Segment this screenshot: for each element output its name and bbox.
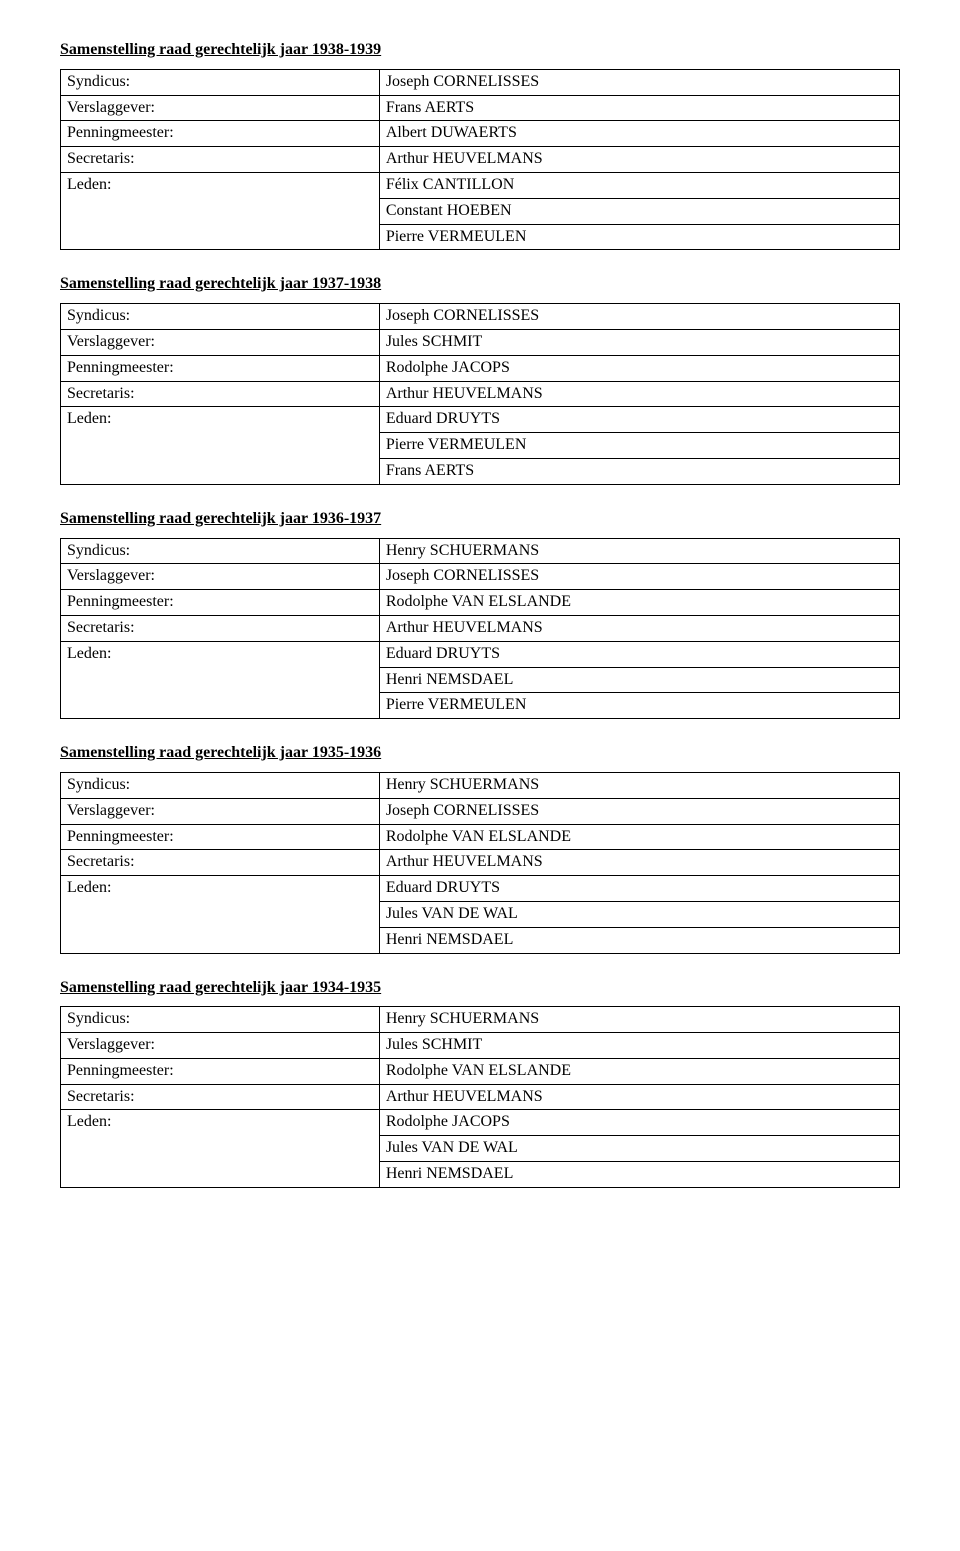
value-cell: Jules SCHMIT — [379, 1033, 899, 1059]
roster-table: Syndicus:Henry SCHUERMANSVerslaggever:Ju… — [60, 1006, 900, 1188]
table-row: Syndicus:Henry SCHUERMANS — [61, 538, 900, 564]
role-cell: Verslaggever: — [61, 1033, 380, 1059]
value-cell: Henri NEMSDAEL — [379, 667, 899, 693]
role-cell: Penningmeester: — [61, 590, 380, 616]
value-cell: Frans AERTS — [379, 95, 899, 121]
roster-table: Syndicus:Joseph CORNELISSESVerslaggever:… — [60, 303, 900, 485]
value-cell: Eduard DRUYTS — [379, 641, 899, 667]
table-row: Verslaggever:Joseph CORNELISSES — [61, 564, 900, 590]
role-cell: Leden: — [61, 641, 380, 718]
value-cell: Jules VAN DE WAL — [379, 901, 899, 927]
role-cell: Leden: — [61, 1110, 380, 1187]
table-row: Verslaggever:Jules SCHMIT — [61, 329, 900, 355]
role-cell: Syndicus: — [61, 1007, 380, 1033]
value-cell: Joseph CORNELISSES — [379, 304, 899, 330]
role-cell: Penningmeester: — [61, 824, 380, 850]
table-row: Syndicus:Joseph CORNELISSES — [61, 304, 900, 330]
value-cell: Pierre VERMEULEN — [379, 693, 899, 719]
value-cell: Albert DUWAERTS — [379, 121, 899, 147]
value-cell: Henri NEMSDAEL — [379, 1162, 899, 1188]
value-cell: Arthur HEUVELMANS — [379, 615, 899, 641]
value-cell: Arthur HEUVELMANS — [379, 147, 899, 173]
table-row: Leden:Félix CANTILLON — [61, 172, 900, 198]
role-cell: Syndicus: — [61, 69, 380, 95]
value-cell: Rodolphe JACOPS — [379, 355, 899, 381]
role-cell: Leden: — [61, 407, 380, 484]
table-row: Syndicus:Henry SCHUERMANS — [61, 772, 900, 798]
table-row: Penningmeester:Rodolphe VAN ELSLANDE — [61, 824, 900, 850]
value-cell: Pierre VERMEULEN — [379, 224, 899, 250]
value-cell: Henri NEMSDAEL — [379, 927, 899, 953]
role-cell: Secretaris: — [61, 615, 380, 641]
table-row: Secretaris:Arthur HEUVELMANS — [61, 1084, 900, 1110]
table-row: Verslaggever:Joseph CORNELISSES — [61, 798, 900, 824]
table-row: Penningmeester:Rodolphe VAN ELSLANDE — [61, 590, 900, 616]
value-cell: Frans AERTS — [379, 458, 899, 484]
role-cell: Verslaggever: — [61, 329, 380, 355]
table-row: Penningmeester:Rodolphe VAN ELSLANDE — [61, 1058, 900, 1084]
role-cell: Secretaris: — [61, 850, 380, 876]
table-row: Leden:Eduard DRUYTS — [61, 876, 900, 902]
table-row: Syndicus:Henry SCHUERMANS — [61, 1007, 900, 1033]
section-title: Samenstelling raad gerechtelijk jaar 193… — [60, 509, 900, 530]
value-cell: Eduard DRUYTS — [379, 876, 899, 902]
value-cell: Rodolphe VAN ELSLANDE — [379, 824, 899, 850]
table-row: Secretaris:Arthur HEUVELMANS — [61, 381, 900, 407]
section-title: Samenstelling raad gerechtelijk jaar 193… — [60, 40, 900, 61]
role-cell: Secretaris: — [61, 381, 380, 407]
value-cell: Jules SCHMIT — [379, 329, 899, 355]
role-cell: Leden: — [61, 172, 380, 249]
roster-table: Syndicus:Henry SCHUERMANSVerslaggever:Jo… — [60, 772, 900, 954]
value-cell: Joseph CORNELISSES — [379, 69, 899, 95]
role-cell: Syndicus: — [61, 538, 380, 564]
value-cell: Henry SCHUERMANS — [379, 772, 899, 798]
section-title: Samenstelling raad gerechtelijk jaar 193… — [60, 274, 900, 295]
role-cell: Penningmeester: — [61, 1058, 380, 1084]
table-row: Syndicus:Joseph CORNELISSES — [61, 69, 900, 95]
value-cell: Henry SCHUERMANS — [379, 1007, 899, 1033]
table-row: Penningmeester:Albert DUWAERTS — [61, 121, 900, 147]
section-title: Samenstelling raad gerechtelijk jaar 193… — [60, 743, 900, 764]
role-cell: Secretaris: — [61, 147, 380, 173]
role-cell: Leden: — [61, 876, 380, 953]
table-row: Penningmeester:Rodolphe JACOPS — [61, 355, 900, 381]
value-cell: Joseph CORNELISSES — [379, 798, 899, 824]
document-root: Samenstelling raad gerechtelijk jaar 193… — [60, 40, 900, 1188]
table-row: Verslaggever:Jules SCHMIT — [61, 1033, 900, 1059]
role-cell: Syndicus: — [61, 772, 380, 798]
table-row: Leden:Rodolphe JACOPS — [61, 1110, 900, 1136]
roster-table: Syndicus:Henry SCHUERMANSVerslaggever:Jo… — [60, 538, 900, 720]
value-cell: Henry SCHUERMANS — [379, 538, 899, 564]
table-row: Leden:Eduard DRUYTS — [61, 407, 900, 433]
role-cell: Syndicus: — [61, 304, 380, 330]
role-cell: Verslaggever: — [61, 564, 380, 590]
role-cell: Verslaggever: — [61, 95, 380, 121]
role-cell: Verslaggever: — [61, 798, 380, 824]
value-cell: Pierre VERMEULEN — [379, 433, 899, 459]
value-cell: Arthur HEUVELMANS — [379, 381, 899, 407]
role-cell: Secretaris: — [61, 1084, 380, 1110]
value-cell: Rodolphe JACOPS — [379, 1110, 899, 1136]
table-row: Secretaris:Arthur HEUVELMANS — [61, 850, 900, 876]
value-cell: Constant HOEBEN — [379, 198, 899, 224]
value-cell: Rodolphe VAN ELSLANDE — [379, 1058, 899, 1084]
value-cell: Arthur HEUVELMANS — [379, 850, 899, 876]
value-cell: Jules VAN DE WAL — [379, 1136, 899, 1162]
role-cell: Penningmeester: — [61, 121, 380, 147]
table-row: Verslaggever:Frans AERTS — [61, 95, 900, 121]
value-cell: Joseph CORNELISSES — [379, 564, 899, 590]
roster-table: Syndicus:Joseph CORNELISSESVerslaggever:… — [60, 69, 900, 251]
value-cell: Félix CANTILLON — [379, 172, 899, 198]
role-cell: Penningmeester: — [61, 355, 380, 381]
section-title: Samenstelling raad gerechtelijk jaar 193… — [60, 978, 900, 999]
table-row: Secretaris:Arthur HEUVELMANS — [61, 615, 900, 641]
value-cell: Eduard DRUYTS — [379, 407, 899, 433]
value-cell: Arthur HEUVELMANS — [379, 1084, 899, 1110]
table-row: Secretaris:Arthur HEUVELMANS — [61, 147, 900, 173]
value-cell: Rodolphe VAN ELSLANDE — [379, 590, 899, 616]
table-row: Leden:Eduard DRUYTS — [61, 641, 900, 667]
